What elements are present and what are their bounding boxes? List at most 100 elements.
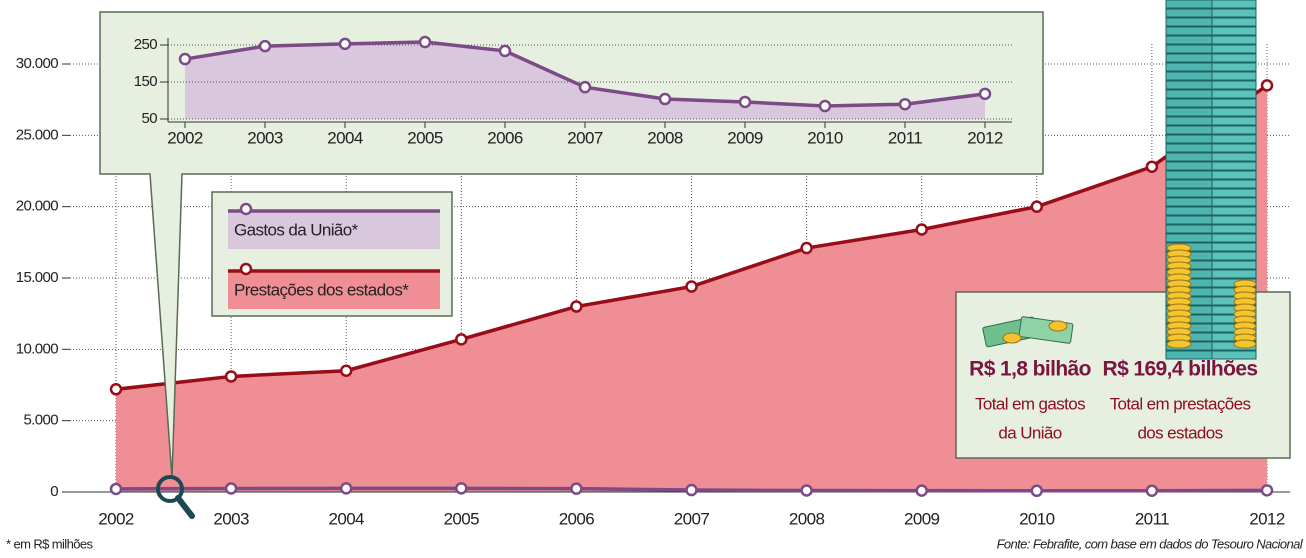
bill-stack [1166, 126, 1212, 134]
bill-stack [1212, 72, 1256, 80]
bill-stack [1166, 189, 1212, 197]
summary-amount: R$ 1,8 bilhão [969, 358, 1091, 381]
bill-stack [1166, 63, 1212, 71]
x-tick-label: 2009 [904, 509, 940, 528]
marker [1262, 80, 1272, 90]
bill-stack [1212, 207, 1256, 215]
bill-stack [1212, 189, 1256, 197]
coin [1003, 333, 1021, 343]
bill-stack [1212, 162, 1256, 170]
bill-stack [1212, 171, 1256, 179]
bill-stack [1212, 144, 1256, 152]
x-tick-label: 2012 [967, 128, 1003, 147]
x-tick-label: 2002 [98, 509, 134, 528]
y-tick-label: 0 [50, 483, 58, 500]
bill-stack [1166, 171, 1212, 179]
bill-stack [1166, 90, 1212, 98]
y-tick-label: 30.000 [16, 55, 59, 72]
bill-stack [1166, 27, 1212, 35]
x-tick-label: 2004 [327, 128, 363, 147]
marker [341, 366, 351, 376]
x-tick-label: 2006 [559, 509, 595, 528]
x-tick-label: 2006 [487, 128, 523, 147]
bill-stack [1166, 0, 1212, 8]
chart: 05.00010.00015.00020.00025.00030.0002002… [0, 0, 1306, 558]
bill-stack [1166, 99, 1212, 107]
bill-stack [1212, 0, 1256, 8]
x-tick-label: 2005 [444, 509, 480, 528]
bill-stack [1166, 72, 1212, 80]
bill-stack [1166, 117, 1212, 125]
bill-stack [1166, 180, 1212, 188]
x-tick-label: 2012 [1249, 509, 1285, 528]
x-tick-label: 2011 [1135, 509, 1169, 528]
marker [1147, 162, 1157, 172]
note: * em R$ milhões [6, 536, 93, 551]
body: 05.00010.00015.00020.00025.00030.0002002… [0, 0, 1306, 558]
marker [900, 99, 910, 109]
marker [500, 46, 510, 56]
bill-stack [1212, 54, 1256, 62]
marker [420, 37, 430, 47]
marker [980, 89, 990, 99]
bill-stack [1212, 90, 1256, 98]
x-tick-label: 2007 [567, 128, 603, 147]
bill-stack [1166, 207, 1212, 215]
x-tick-label: 2003 [247, 128, 283, 147]
marker [571, 302, 581, 312]
bill-stack [1212, 99, 1256, 107]
bill-stack [1166, 54, 1212, 62]
summary-text: da União [998, 423, 1061, 442]
bill-stack [1212, 81, 1256, 89]
x-tick-label: 2008 [647, 128, 683, 147]
marker [917, 224, 927, 234]
x-tick-label: 2008 [789, 509, 825, 528]
marker [687, 485, 697, 495]
bill-stack [1166, 153, 1212, 161]
bill-stack [1212, 198, 1256, 206]
marker [226, 371, 236, 381]
bill-stack [1212, 180, 1256, 188]
bill-stack [1212, 225, 1256, 233]
marker [260, 41, 270, 51]
legend-marker [241, 204, 251, 214]
marker [571, 484, 581, 494]
marker [226, 483, 236, 493]
summary-text: dos estados [1137, 423, 1222, 442]
x-tick-label: 2004 [328, 509, 364, 528]
money-tower [1166, 0, 1256, 359]
bill-stack [1166, 225, 1212, 233]
legend: Gastos da União* Prestações dos estados* [212, 192, 452, 316]
bill-stack [1212, 252, 1256, 260]
marker [456, 334, 466, 344]
y-tick-label: 15.000 [16, 269, 59, 286]
bill-stack [1212, 243, 1256, 251]
coin [1167, 340, 1191, 348]
marker [180, 54, 190, 64]
bill-stack [1212, 18, 1256, 26]
y-tick-label: 150 [134, 73, 157, 90]
bill-stack [1166, 234, 1212, 242]
bill-stack [1166, 198, 1212, 206]
legend-label: Prestações dos estados* [234, 280, 409, 299]
bill-stack [1166, 81, 1212, 89]
x-tick-label: 2003 [213, 509, 249, 528]
bill-stack [1166, 45, 1212, 53]
marker [1147, 486, 1157, 496]
bill-stack [1212, 153, 1256, 161]
summary-text: Total em gastos [975, 394, 1085, 413]
marker [111, 384, 121, 394]
bill-stack [1212, 36, 1256, 44]
bill-stack [1166, 18, 1212, 26]
marker [802, 486, 812, 496]
bill-stack [1166, 216, 1212, 224]
x-tick-label: 2010 [807, 128, 843, 147]
x-tick-label: 2005 [407, 128, 443, 147]
marker [1032, 486, 1042, 496]
bill-stack [1166, 351, 1212, 359]
legend-label: Gastos da União* [234, 220, 359, 239]
magnifier-handle [178, 498, 192, 516]
bill-stack [1166, 135, 1212, 143]
marker [802, 243, 812, 253]
summary-text: Total em prestações [1110, 394, 1251, 413]
